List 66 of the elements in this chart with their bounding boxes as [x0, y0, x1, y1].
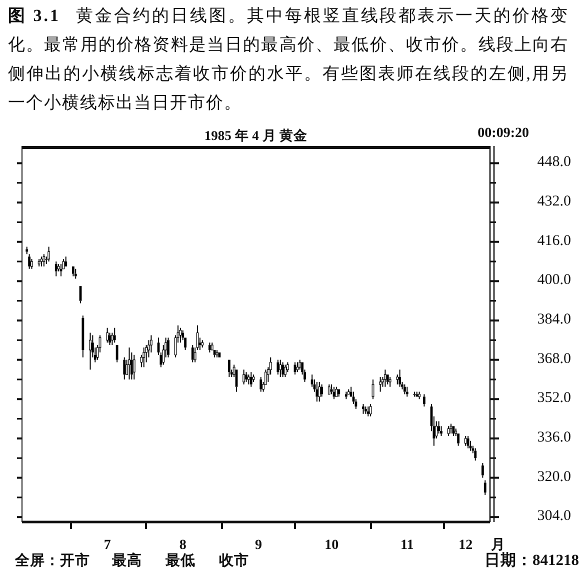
text: 最低	[164, 552, 196, 568]
chart-title: 1985 年 4 月 黄金	[204, 128, 308, 143]
candlestick	[174, 334, 177, 358]
candlestick	[354, 398, 358, 410]
y-tick-label: 352.0	[537, 390, 571, 407]
y-tick-label: 432.0	[537, 194, 571, 210]
y-tick-label: 320.0	[537, 469, 571, 486]
text: 日期：841218	[484, 551, 580, 568]
y-tick-label: 416.0	[537, 233, 571, 250]
y-tick-label: 304.0	[537, 508, 571, 525]
candlestick	[310, 374, 314, 388]
candlestick	[438, 420, 440, 434]
x-tick-label: 12	[458, 538, 473, 553]
candlestick	[279, 359, 282, 378]
candlestick	[167, 337, 170, 358]
candlestick	[269, 356, 272, 376]
candlestick	[250, 372, 252, 388]
text: 00:09:20	[478, 126, 529, 141]
candlestick	[398, 369, 402, 388]
y-tick-label: 368.0	[537, 351, 571, 368]
candlestick	[160, 352, 162, 368]
candlestick	[245, 372, 248, 382]
x-tick-label: 10	[324, 538, 339, 553]
candlestick	[484, 480, 486, 496]
x-tick-label: 11	[400, 538, 414, 553]
candlestick	[320, 384, 324, 398]
text: 收市	[218, 551, 249, 568]
candlestick	[260, 376, 262, 392]
candlestick	[142, 347, 146, 368]
y-tick-label: 448.0	[537, 154, 571, 171]
candlestick	[318, 381, 321, 402]
candlestick	[54, 261, 58, 277]
candlestick	[364, 406, 367, 414]
candlestick	[466, 435, 470, 449]
candlestick	[128, 347, 130, 380]
candlestick	[379, 376, 382, 392]
candlestick	[276, 359, 280, 376]
caption: 图 3.1 黄金合约的日线图。其中每根竖直线段都表示一天的价格变化。最常用的价格资料是当日的最高价、最低价、收市价。线段上向右侧伸出的小横线标志着收市价的水平。有些图表师在线段的左侧,用另一个小横线标出当日开市价。	[8, 6, 570, 112]
candlestick	[42, 254, 46, 267]
candlestick	[440, 426, 442, 436]
text: 最高	[111, 551, 142, 568]
candlestick	[208, 342, 211, 353]
x-tick-label: 9	[254, 538, 262, 553]
candlestick	[422, 394, 426, 407]
candlestick	[191, 344, 194, 363]
candlestick	[481, 462, 484, 478]
candlestick	[89, 332, 92, 370]
candlestick	[366, 406, 370, 417]
candlestick	[123, 356, 126, 380]
candlestick	[82, 315, 84, 358]
candlestick	[242, 369, 246, 385]
text: 全屏：开市	[14, 551, 90, 568]
candlestick	[113, 327, 116, 344]
candlestick	[384, 369, 386, 388]
y-tick-label: 384.0	[537, 312, 571, 328]
y-tick-label: 336.0	[537, 430, 571, 446]
x-axis-title: 月	[490, 538, 505, 553]
candlestick	[362, 404, 364, 414]
x-tick-label: 8	[179, 538, 186, 553]
y-tick-label: 400.0	[537, 272, 571, 289]
candlestick	[28, 254, 31, 270]
candlestick	[132, 354, 136, 380]
candlestick	[130, 352, 133, 380]
x-tick-label: 7	[104, 538, 111, 553]
candlestick	[401, 381, 404, 390]
candlestick	[316, 381, 318, 402]
